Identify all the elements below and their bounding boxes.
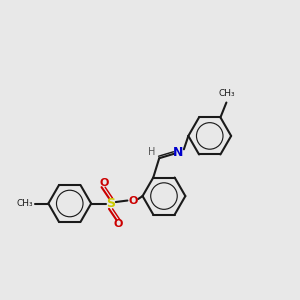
Text: S: S — [106, 197, 115, 210]
Text: CH₃: CH₃ — [218, 89, 235, 98]
Text: H: H — [148, 147, 155, 157]
Text: O: O — [100, 178, 109, 188]
Text: O: O — [113, 219, 123, 229]
Text: O: O — [128, 196, 137, 206]
Text: N: N — [173, 146, 184, 159]
Text: CH₃: CH₃ — [17, 199, 34, 208]
